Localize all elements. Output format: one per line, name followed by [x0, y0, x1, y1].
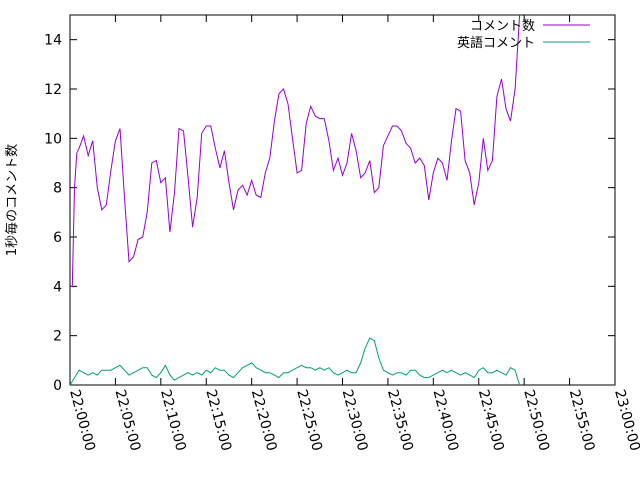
series-layer [69, 14, 521, 386]
x-tick-label: 22:40:00 [429, 388, 461, 453]
y-tick-label: 14 [44, 33, 62, 49]
y-axis-label: 1秒毎のコメント数 [4, 144, 20, 256]
x-tick-label: 22:00:00 [66, 388, 98, 453]
y-tick-label: 4 [53, 279, 62, 295]
y-tick-label: 12 [44, 82, 62, 98]
series-line-comments [70, 14, 521, 287]
x-tick-label: 22:25:00 [293, 388, 325, 453]
series-line-english-comments [69, 337, 521, 386]
plot-frame [69, 14, 616, 386]
y-tick-label: 0 [53, 378, 62, 394]
x-tick-label: 22:50:00 [520, 388, 552, 453]
y-axis: 0 2 4 6 8 10 12 14 [44, 33, 615, 394]
x-tick-label: 22:35:00 [384, 388, 416, 453]
x-tick-label: 22:20:00 [248, 388, 280, 453]
y-tick-label: 2 [53, 329, 62, 345]
x-tick-label: 22:10:00 [157, 388, 189, 453]
x-tick-label: 22:15:00 [202, 388, 234, 453]
y-tick-label: 10 [44, 131, 62, 147]
x-axis: 22:00:00 22:05:00 22:10:00 22:15:00 22:20:00… [66, 15, 640, 453]
x-tick-label: 22:45:00 [475, 388, 507, 453]
legend-label: コメント数 [470, 19, 535, 34]
x-tick-label: 22:30:00 [339, 388, 371, 453]
y-tick-label: 8 [53, 181, 62, 197]
x-tick-label: 23:00:00 [611, 388, 640, 453]
legend-label: 英語コメント [457, 35, 535, 51]
y-tick-label: 6 [53, 230, 62, 246]
x-tick-label: 22:55:00 [566, 388, 598, 453]
x-tick-label: 22:05:00 [112, 388, 144, 453]
plot-border [69, 14, 616, 386]
